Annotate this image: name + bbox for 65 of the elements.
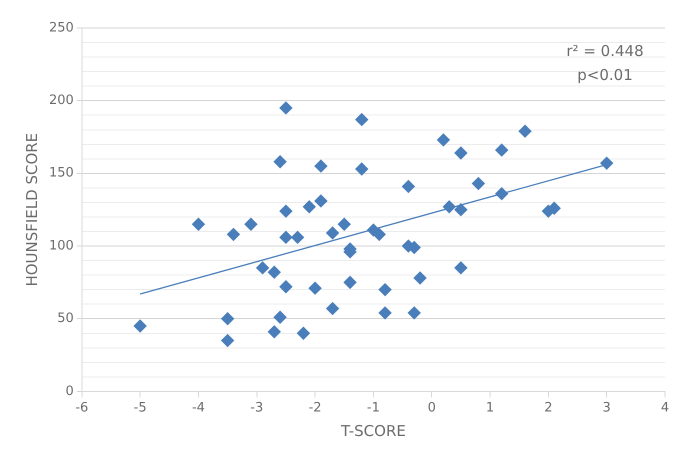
x-tick-label: -3 [250, 400, 264, 416]
point [436, 133, 450, 146]
x-tick-label: 4 [660, 400, 670, 416]
point [408, 306, 421, 320]
x-tick-label: -6 [75, 400, 88, 416]
y-tick-label: 250 [48, 20, 74, 36]
point [256, 261, 270, 274]
y-tick-label: 100 [48, 238, 74, 254]
x-tick-label: 3 [602, 400, 611, 416]
point [326, 302, 340, 316]
point [302, 200, 316, 214]
point [454, 203, 468, 216]
point [268, 325, 281, 338]
x-tick-label: -4 [192, 400, 205, 416]
point [268, 266, 281, 279]
x-tick-label: 1 [486, 400, 494, 416]
point [454, 261, 468, 274]
point [355, 113, 368, 126]
point [314, 194, 328, 208]
point [414, 272, 427, 285]
point [454, 146, 468, 160]
x-axis-title: T-SCORE [340, 422, 406, 440]
point [600, 156, 614, 170]
point [192, 218, 205, 231]
point [291, 230, 304, 244]
point [338, 218, 351, 231]
x-tick-label: -2 [308, 400, 322, 416]
point [355, 162, 368, 176]
annotation: p<0.01 [577, 66, 633, 84]
point [221, 312, 234, 326]
y-tick-label: 200 [48, 93, 74, 108]
point [378, 283, 392, 296]
point [279, 204, 292, 218]
x-tick-label: -5 [134, 400, 147, 416]
point [244, 218, 258, 231]
point [308, 282, 322, 295]
point [274, 310, 287, 324]
point [442, 200, 456, 214]
point [378, 306, 392, 320]
point [518, 124, 532, 138]
point [296, 326, 310, 340]
annotation: r² = 0.448 [566, 42, 644, 60]
point [314, 160, 328, 173]
point [279, 230, 292, 244]
y-axis-title: HOUNSFIELD SCORE [22, 132, 41, 287]
point [402, 180, 415, 193]
point [344, 276, 357, 289]
x-tick-label: 2 [544, 400, 553, 416]
point [495, 187, 508, 200]
point [279, 280, 292, 294]
point [274, 155, 287, 168]
point [372, 228, 386, 241]
point [326, 226, 340, 240]
point [279, 101, 292, 114]
point [495, 144, 508, 157]
x-tick-label: -1 [366, 400, 380, 416]
point [221, 334, 234, 348]
point [134, 319, 147, 332]
y-tick-label: 50 [57, 311, 74, 326]
point [548, 202, 561, 215]
y-tick-label: 150 [48, 166, 74, 181]
x-tick-label: 0 [428, 400, 436, 416]
point [472, 177, 485, 190]
y-tick-label: 0 [66, 384, 74, 399]
point [226, 228, 240, 241]
